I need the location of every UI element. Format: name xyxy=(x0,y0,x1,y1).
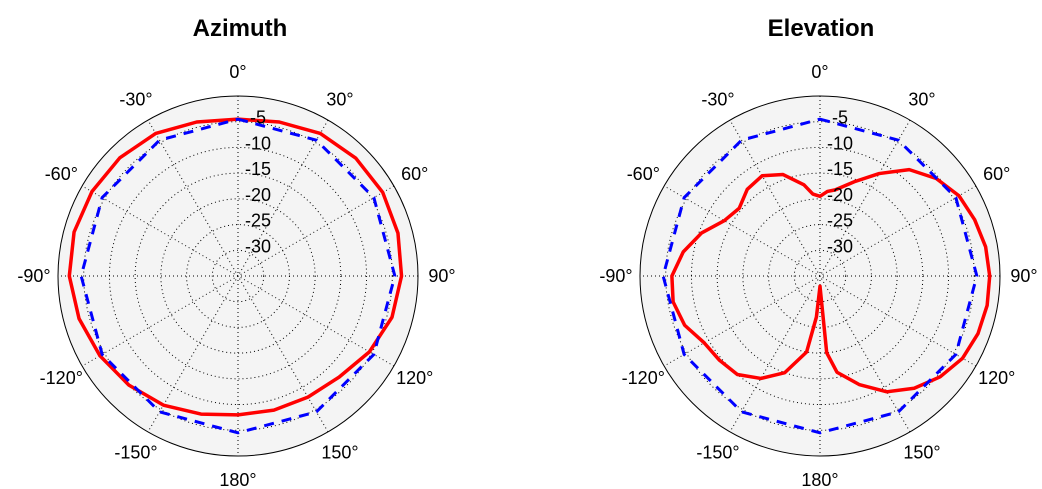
angle-label: 180° xyxy=(801,470,838,489)
angle-label: -120° xyxy=(622,368,665,388)
grid-ring xyxy=(108,146,368,406)
angle-label: 60° xyxy=(983,164,1010,184)
r-tick-label: -15 xyxy=(245,159,271,179)
chart-title: Elevation xyxy=(768,15,875,42)
r-tick-label: -20 xyxy=(827,185,853,205)
r-tick-labels: -5 -10 -15 -20 -25 -30 xyxy=(827,108,853,257)
angle-label: 60° xyxy=(401,164,428,184)
grid-spoke xyxy=(729,119,911,433)
polar-grid xyxy=(640,96,1000,456)
chart-title: Azimuth xyxy=(193,15,288,42)
pattern-series-line xyxy=(670,167,992,394)
elevation-chart: Elevation 0° 30° 60° 90° 120° 150° 180° -150° -1… xyxy=(521,0,1042,489)
grid-ring xyxy=(83,121,393,431)
azimuth-polar-plot: Azimuth 0° 30° 60° 90° 120° 150° 180° -150° -120… xyxy=(17,15,455,489)
angle-label: 120° xyxy=(978,368,1015,388)
angle-labels: 0° 30° 60° 90° 120° 150° 180° -150° -120° -90° -60… xyxy=(17,62,455,489)
angle-label: 90° xyxy=(1010,266,1037,286)
r-tick-label: -25 xyxy=(245,211,271,231)
angle-label: -30° xyxy=(701,89,734,109)
angle-label: -60° xyxy=(627,164,660,184)
r-tick-label: -25 xyxy=(827,211,853,231)
grid-ring xyxy=(211,249,265,303)
reference-series-line xyxy=(661,117,979,435)
angle-label: -150° xyxy=(114,443,157,463)
pattern-series-line xyxy=(67,117,404,417)
grid-ring xyxy=(665,121,975,431)
series-group xyxy=(67,117,404,435)
polar-grid xyxy=(58,96,418,456)
angle-label: -60° xyxy=(45,164,78,184)
angle-label: -150° xyxy=(696,443,739,463)
series-group xyxy=(661,117,992,435)
angle-label: 0° xyxy=(229,62,246,82)
angle-label: -90° xyxy=(599,266,632,286)
outer-ring xyxy=(57,95,419,457)
elevation-polar-plot: Elevation 0° 30° 60° 90° 120° 150° 180° -150° -1… xyxy=(599,15,1037,489)
r-tick-label: -20 xyxy=(245,185,271,205)
r-tick-label: -5 xyxy=(250,108,266,128)
angle-label: 150° xyxy=(903,443,940,463)
reference-series-line xyxy=(79,117,397,435)
angle-label: -30° xyxy=(119,89,152,109)
outer-ring xyxy=(639,95,1001,457)
angle-label: 30° xyxy=(908,89,935,109)
r-tick-label: -30 xyxy=(827,236,853,256)
angle-label: 30° xyxy=(326,89,353,109)
angle-labels: 0° 30° 60° 90° 120° 150° 180° -150° -120° -90° -60… xyxy=(599,62,1037,489)
angle-label: 150° xyxy=(321,443,358,463)
azimuth-chart: Azimuth 0° 30° 60° 90° 120° 150° 180° -150° -120… xyxy=(17,15,455,489)
r-tick-label: -15 xyxy=(827,159,853,179)
r-tick-labels: -5 -10 -15 -20 -25 -30 xyxy=(245,108,271,257)
grid-ring xyxy=(716,172,924,380)
angle-label: 0° xyxy=(811,62,828,82)
grid-ring xyxy=(742,198,898,354)
angle-label: -120° xyxy=(40,368,83,388)
angle-label: 90° xyxy=(428,266,455,286)
r-tick-label: -10 xyxy=(245,133,271,153)
r-tick-label: -30 xyxy=(245,236,271,256)
grid-ring xyxy=(690,146,950,406)
angle-label: 180° xyxy=(219,470,256,489)
r-tick-label: -5 xyxy=(832,108,848,128)
r-tick-label: -10 xyxy=(827,133,853,153)
angle-label: 120° xyxy=(396,368,433,388)
grid-ring xyxy=(160,198,316,354)
grid-ring xyxy=(134,172,342,380)
grid-spoke xyxy=(147,119,329,433)
angle-label: -90° xyxy=(17,266,50,286)
